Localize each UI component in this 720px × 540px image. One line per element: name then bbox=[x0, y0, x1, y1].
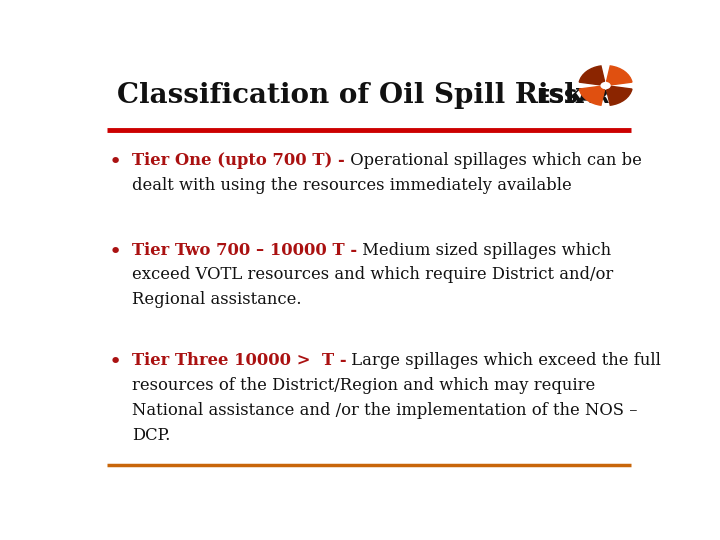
Wedge shape bbox=[579, 86, 605, 105]
Text: Large spillages which exceed the full: Large spillages which exceed the full bbox=[346, 352, 662, 369]
Text: •: • bbox=[109, 241, 122, 261]
Text: National assistance and /or the implementation of the NOS –: National assistance and /or the implemen… bbox=[132, 402, 637, 418]
Wedge shape bbox=[607, 66, 632, 85]
Text: exceed VOTL resources and which require District and/or: exceed VOTL resources and which require … bbox=[132, 266, 613, 284]
Text: •: • bbox=[109, 352, 122, 372]
Text: ESSAR: ESSAR bbox=[536, 87, 610, 107]
Text: Tier One (upto 700 T) -: Tier One (upto 700 T) - bbox=[132, 152, 345, 169]
Text: •: • bbox=[109, 152, 122, 172]
Text: resources of the District/Region and which may require: resources of the District/Region and whi… bbox=[132, 377, 595, 394]
Wedge shape bbox=[607, 86, 632, 105]
Text: DCP.: DCP. bbox=[132, 427, 170, 443]
Wedge shape bbox=[579, 66, 605, 85]
Text: dealt with using the resources immediately available: dealt with using the resources immediate… bbox=[132, 177, 572, 194]
Text: Regional assistance.: Regional assistance. bbox=[132, 292, 302, 308]
Text: Medium sized spillages which: Medium sized spillages which bbox=[357, 241, 611, 259]
Text: Operational spillages which can be: Operational spillages which can be bbox=[345, 152, 642, 169]
Text: Classification of Oil Spill Risk: Classification of Oil Spill Risk bbox=[117, 82, 583, 109]
Text: Tier Two 700 – 10000 T -: Tier Two 700 – 10000 T - bbox=[132, 241, 357, 259]
Text: Tier Three 10000 >  T -: Tier Three 10000 > T - bbox=[132, 352, 346, 369]
